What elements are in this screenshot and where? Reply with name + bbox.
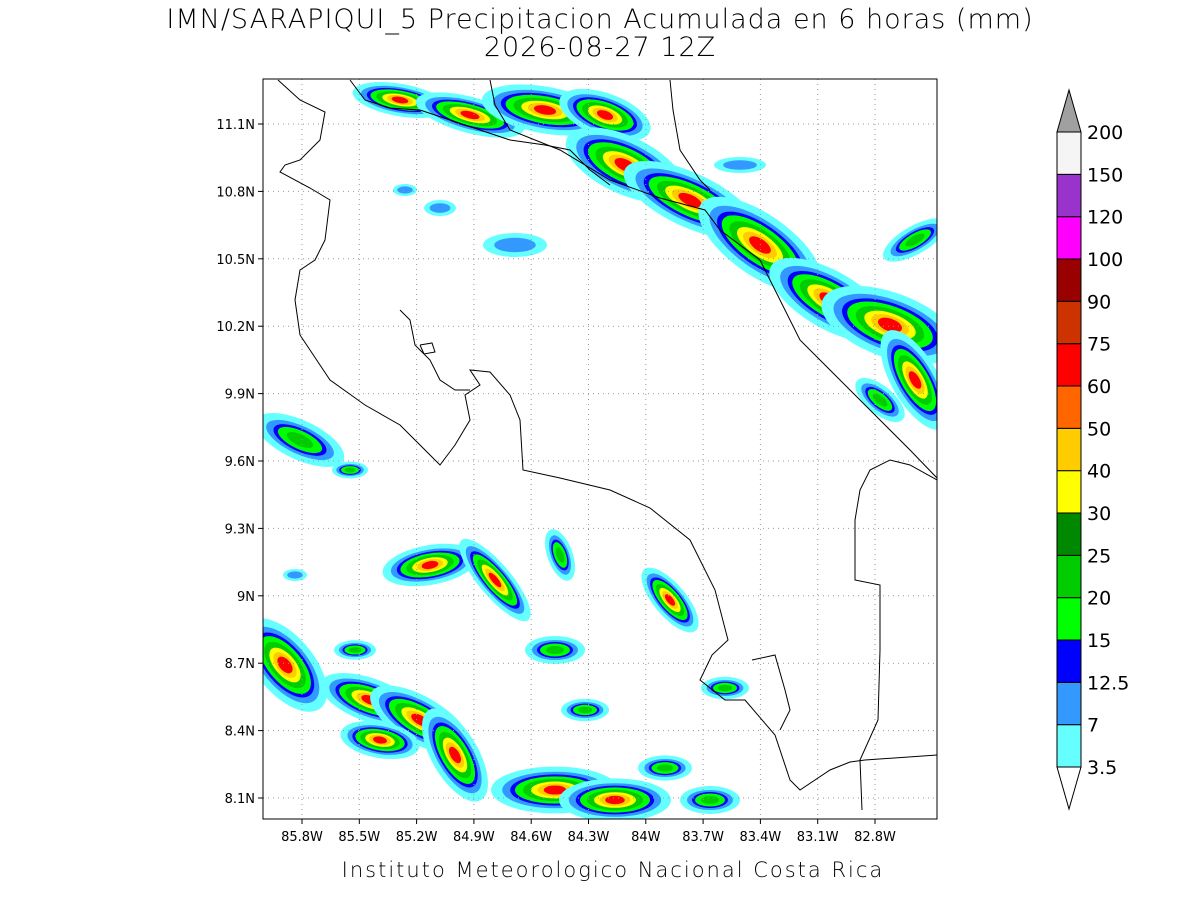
colorbar-swatch <box>1056 385 1082 429</box>
colorbar-label: 100 <box>1087 249 1123 271</box>
colorbar-label: 7 <box>1087 715 1099 737</box>
lon-label: 84W <box>631 830 661 845</box>
lat-label: 9.9N <box>225 388 255 403</box>
lon-label: 84.3W <box>568 830 610 845</box>
colorbar-swatch <box>1056 512 1082 556</box>
colorbar-label: 60 <box>1087 376 1111 398</box>
lon-label: 83.1W <box>797 830 839 845</box>
lat-label: 8.7N <box>225 657 255 672</box>
colorbar-swatch <box>1056 597 1082 641</box>
colorbar: 3.5 7 12.5 15 20 25 30 40 50 60 75 90 100 120 150 200 <box>1056 88 1129 811</box>
colorbar-label: 25 <box>1087 545 1111 567</box>
colorbar-swatch <box>1056 300 1082 345</box>
colorbar-label: 75 <box>1087 334 1111 356</box>
colorbar-swatch <box>1056 173 1082 218</box>
colorbar-label: 3.5 <box>1087 757 1117 779</box>
subtitle: 2026-08-27 12Z <box>484 32 716 63</box>
colorbar-label: 15 <box>1087 630 1111 652</box>
colorbar-swatch <box>1056 724 1082 768</box>
title: IMN/SARAPIQUI_5 Precipitacion Acumulada … <box>166 4 1033 35</box>
colorbar-label: 20 <box>1087 588 1111 610</box>
plot-frame <box>262 78 938 820</box>
lat-label: 9.6N <box>225 455 255 470</box>
colorbar-swatch <box>1056 131 1082 175</box>
lon-label: 83.7W <box>682 830 724 845</box>
colorbar-swatch <box>1056 343 1082 387</box>
lat-label: 9N <box>237 590 255 605</box>
lon-label: 85.8W <box>281 830 323 845</box>
lat-label: 10.8N <box>216 185 255 200</box>
lon-label: 84.6W <box>510 830 552 845</box>
colorbar-label: 12.5 <box>1087 672 1129 694</box>
colorbar-swatch <box>1056 216 1082 260</box>
precip-field <box>263 79 937 819</box>
colorbar-swatch <box>1056 639 1082 683</box>
colorbar-label: 50 <box>1087 418 1111 440</box>
colorbar-swatch <box>1056 470 1082 514</box>
lat-label: 9.3N <box>225 522 255 537</box>
colorbar-label: 90 <box>1087 291 1111 313</box>
colorbar-swatch <box>1056 427 1082 472</box>
colorbar-label: 150 <box>1087 164 1123 186</box>
colorbar-label: 120 <box>1087 207 1123 229</box>
colorbar-over <box>1056 88 1082 133</box>
lat-label: 10.5N <box>216 253 255 268</box>
lat-label: 8.4N <box>225 725 255 740</box>
colorbar-label: 200 <box>1087 122 1123 144</box>
lon-label: 82.8W <box>854 830 896 845</box>
lon-label: 84.9W <box>453 830 495 845</box>
colorbar-under <box>1056 766 1082 811</box>
footer: Instituto Meteorologico Nacional Costa R… <box>342 858 885 882</box>
lon-label: 85.2W <box>396 830 438 845</box>
lon-label: 85.5W <box>338 830 380 845</box>
lat-label: 8.1N <box>225 792 255 807</box>
colorbar-swatch <box>1056 258 1082 302</box>
colorbar-label: 40 <box>1087 461 1111 483</box>
colorbar-swatch <box>1056 554 1082 599</box>
colorbar-label: 30 <box>1087 503 1111 525</box>
lon-label: 83.4W <box>739 830 781 845</box>
colorbar-swatch <box>1056 681 1082 726</box>
lat-label: 11.1N <box>216 118 255 133</box>
lat-label: 10.2N <box>216 320 255 335</box>
